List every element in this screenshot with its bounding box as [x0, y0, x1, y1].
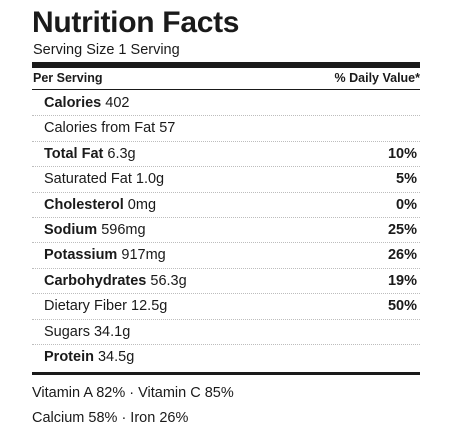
nutrient-name: Protein: [44, 348, 94, 365]
daily-value-percent: 5%: [396, 171, 417, 188]
nutrient-row: Cholesterol 0mg 0%: [32, 193, 420, 218]
nutrient-name: Carbohydrates: [44, 272, 147, 289]
nutrient-label: Sugars 34.1g: [44, 320, 130, 345]
nutrient-row: Dietary Fiber 12.5g 50%: [32, 294, 420, 320]
nutrient-amount: 0mg: [127, 196, 157, 213]
column-header-row: Per Serving % Daily Value*: [32, 68, 420, 88]
nutrient-amount: 6.3g: [107, 145, 136, 162]
nutrient-row: Sodium 596mg 25%: [32, 218, 420, 244]
label-title: Nutrition Facts: [32, 6, 240, 39]
bottom-thick-divider: [32, 372, 420, 375]
daily-value-percent: 0%: [396, 196, 417, 213]
daily-value-percent: 50%: [387, 298, 417, 315]
nutrient-label: Potassium 917mg: [44, 243, 166, 268]
nutrient-amount: 34.1g: [93, 323, 131, 340]
serving-size: Serving Size 1 Serving: [33, 42, 180, 58]
nutrient-name: Calories from Fat: [44, 120, 156, 137]
nutrient-name: Dietary Fiber: [44, 298, 127, 315]
nutrient-list: Calories 402 Calories from Fat 57 Total Fa…: [32, 91, 420, 370]
per-serving-heading: Per Serving: [33, 71, 103, 85]
nutrient-row: Sugars 34.1g: [32, 320, 420, 345]
daily-value-percent: 26%: [387, 247, 417, 264]
nutrient-amount: 57: [159, 120, 176, 137]
nutrient-label: Calories from Fat 57: [44, 116, 175, 141]
daily-value-percent: 10%: [387, 145, 417, 162]
daily-value-percent: 25%: [387, 221, 417, 238]
nutrient-row: Saturated Fat 1.0g 5%: [32, 167, 420, 193]
nutrient-label: Carbohydrates 56.3g: [44, 269, 187, 294]
nutrient-label: Cholesterol 0mg: [44, 193, 156, 218]
nutrient-amount: 917mg: [121, 247, 166, 264]
nutrient-name: Sugars: [44, 323, 90, 340]
nutrient-label: Saturated Fat 1.0g: [44, 167, 164, 192]
header-divider: [32, 89, 420, 90]
nutrient-name: Calories: [44, 95, 102, 111]
nutrient-label: Total Fat 6.3g: [44, 142, 136, 167]
nutrient-row: Calories 402: [32, 91, 420, 117]
vitamins-line-2: Calcium 58% · Iron 26%: [32, 410, 189, 426]
nutrient-label: Protein 34.5g: [44, 345, 134, 370]
nutrient-amount: 1.0g: [135, 171, 165, 188]
vitamins-line-1: Vitamin A 82% · Vitamin C 85%: [32, 385, 234, 401]
nutrient-amount: 402: [105, 95, 130, 111]
daily-value-heading: % Daily Value*: [334, 71, 420, 85]
nutrient-amount: 34.5g: [97, 348, 135, 365]
daily-value-percent: 19%: [387, 272, 417, 289]
nutrient-name: Total Fat: [44, 145, 104, 162]
nutrient-row: Potassium 917mg 26%: [32, 243, 420, 269]
nutrient-name: Potassium: [44, 247, 118, 264]
nutrient-label: Dietary Fiber 12.5g: [44, 294, 167, 319]
nutrient-name: Sodium: [44, 221, 98, 238]
nutrient-row: Calories from Fat 57: [32, 116, 420, 142]
nutrient-row: Total Fat 6.3g 10%: [32, 142, 420, 168]
nutrient-name: Cholesterol: [44, 196, 124, 213]
nutrient-amount: 56.3g: [150, 272, 187, 289]
nutrient-row: Protein 34.5g: [32, 345, 420, 370]
nutrient-label: Sodium 596mg: [44, 218, 146, 243]
nutrient-label: Calories 402: [44, 91, 129, 116]
top-thick-divider: [32, 62, 420, 68]
nutrient-amount: 596mg: [101, 221, 146, 238]
nutrient-name: Saturated Fat: [44, 171, 132, 188]
nutrient-amount: 12.5g: [131, 298, 168, 315]
nutrient-row: Carbohydrates 56.3g 19%: [32, 269, 420, 295]
